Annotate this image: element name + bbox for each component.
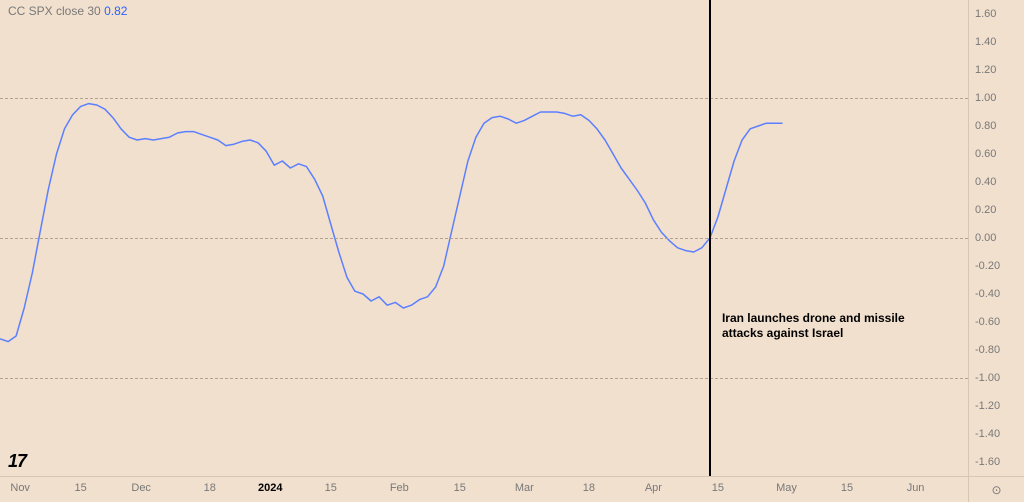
y-tick-label: 1.60 <box>975 8 996 20</box>
x-tick-label: 15 <box>712 482 724 494</box>
legend-value: 0.82 <box>104 4 127 18</box>
y-tick-label: -1.60 <box>975 456 1000 468</box>
y-tick-label: 1.20 <box>975 64 996 76</box>
x-tick-label: 18 <box>583 482 595 494</box>
y-tick-label: -0.40 <box>975 288 1000 300</box>
x-tick-label: Feb <box>390 482 409 494</box>
y-tick-label: -0.80 <box>975 344 1000 356</box>
x-tick-label: Nov <box>10 482 30 494</box>
y-tick-label: -1.40 <box>975 428 1000 440</box>
price-line <box>0 104 783 342</box>
y-tick-label: 0.60 <box>975 148 996 160</box>
x-axis: Nov 15 Dec 18 2024 15 Feb 15 Mar 18 Apr 15 May 15 Jun <box>0 476 968 502</box>
event-vertical-line <box>709 0 711 476</box>
y-tick-label: 0.00 <box>975 232 996 244</box>
x-tick-label: May <box>776 482 797 494</box>
x-tick-label: 15 <box>841 482 853 494</box>
y-tick-label: -1.20 <box>975 400 1000 412</box>
y-tick-label: 0.20 <box>975 204 996 216</box>
tradingview-logo: 17 <box>8 451 26 472</box>
y-tick-label: -0.20 <box>975 260 1000 272</box>
event-annotation: Iran launches drone and missile attacks … <box>722 311 932 341</box>
y-tick-label: 1.00 <box>975 92 996 104</box>
series-legend: CC SPX close 30 0.82 <box>8 4 127 18</box>
x-tick-label: Dec <box>131 482 151 494</box>
plot-area[interactable]: Iran launches drone and missile attacks … <box>0 0 968 476</box>
y-tick-label: -1.00 <box>975 372 1000 384</box>
chart-container: CC SPX close 30 0.82 Iran launches drone… <box>0 0 1024 502</box>
x-tick-label: 2024 <box>258 482 282 494</box>
y-tick-label: 0.80 <box>975 120 996 132</box>
hgrid-line <box>0 98 968 99</box>
x-tick-label: Mar <box>515 482 534 494</box>
x-tick-label: Apr <box>645 482 662 494</box>
x-tick-label: 15 <box>325 482 337 494</box>
hgrid-line <box>0 378 968 379</box>
settings-icon[interactable]: ⊙ <box>968 476 1024 502</box>
x-tick-label: Jun <box>907 482 925 494</box>
y-tick-label: 0.40 <box>975 176 996 188</box>
x-tick-label: 18 <box>204 482 216 494</box>
y-tick-label: -0.60 <box>975 316 1000 328</box>
legend-label: CC SPX close 30 <box>8 4 101 18</box>
x-tick-label: 15 <box>454 482 466 494</box>
y-axis: 1.60 1.40 1.20 1.00 0.80 0.60 0.40 0.20 0.00 -0.2… <box>968 0 1024 476</box>
y-tick-label: 1.40 <box>975 36 996 48</box>
x-tick-label: 15 <box>75 482 87 494</box>
hgrid-line <box>0 238 968 239</box>
settings-glyph: ⊙ <box>991 483 1001 497</box>
